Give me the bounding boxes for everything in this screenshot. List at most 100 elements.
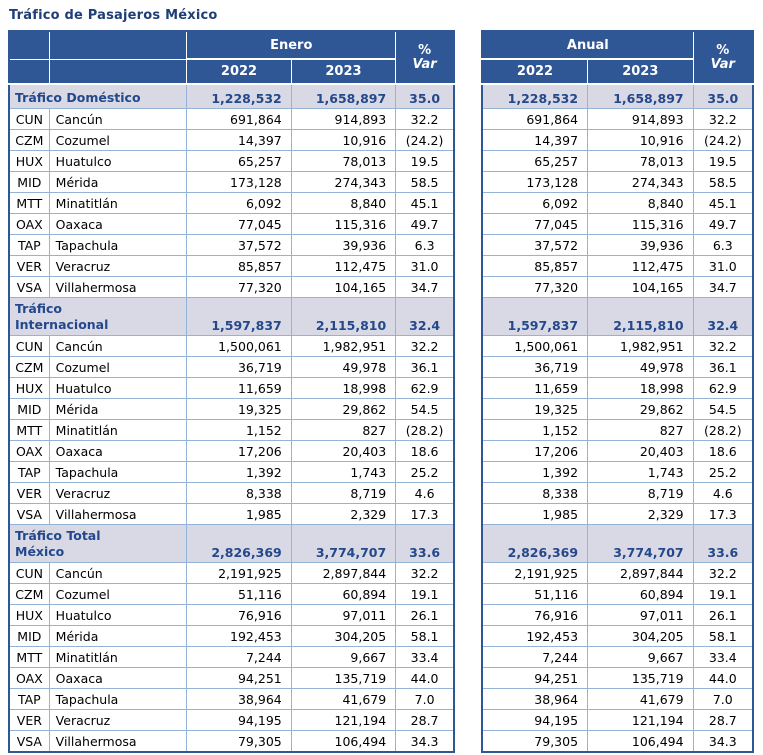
- enero-table-body: Tráfico Doméstico 1,228,532 1,658,897 35.0 C…: [8, 83, 455, 753]
- value-var: 36.1: [692, 356, 754, 378]
- var-label: Var: [412, 56, 437, 72]
- value-2023: 39,936: [290, 234, 397, 256]
- value-2022: 85,857: [481, 255, 589, 277]
- value-var: 54.5: [692, 398, 754, 420]
- percent-sign: %: [418, 42, 432, 58]
- airport-row: 94,251 135,719 44.0: [481, 667, 754, 689]
- value-2022: 51,116: [186, 583, 292, 605]
- section-total-row: 1,597,837 2,115,810 32.4: [481, 297, 754, 336]
- airport-row: 77,045 115,316 49.7: [481, 213, 754, 235]
- value-var: 34.3: [395, 730, 455, 753]
- value-2023: 9,667: [290, 646, 397, 668]
- airport-code: VER: [8, 482, 50, 504]
- airport-name: Mérida: [48, 171, 188, 193]
- airport-row: 11,659 18,998 62.9: [481, 377, 754, 399]
- value-2022: 2,191,925: [186, 562, 292, 584]
- value-var: 19.1: [395, 583, 455, 605]
- value-2023: 827: [587, 419, 694, 441]
- airport-row: CZM Cozumel 51,116 60,894 19.1: [8, 583, 455, 605]
- airport-row: MID Mérida 19,325 29,862 54.5: [8, 398, 455, 420]
- airport-name: Cozumel: [48, 583, 188, 605]
- airport-row: 7,244 9,667 33.4: [481, 646, 754, 668]
- section-total-var: 35.0: [692, 83, 754, 109]
- airport-name: Huatulco: [48, 377, 188, 399]
- value-var: 54.5: [395, 398, 455, 420]
- value-var: 6.3: [692, 234, 754, 256]
- value-2022: 17,206: [186, 440, 292, 462]
- section-total-var: 35.0: [395, 83, 455, 109]
- section-total-var: 32.4: [692, 297, 754, 336]
- percent-var-header: % Var: [692, 30, 754, 85]
- value-2023: 104,165: [587, 276, 694, 298]
- airport-name: Huatulco: [48, 604, 188, 626]
- var-label: Var: [710, 56, 735, 72]
- airport-row: 51,116 60,894 19.1: [481, 583, 754, 605]
- tables-wrap: Enero % Var 2022 2023 Tráfico Doméstico 1…: [8, 30, 755, 753]
- value-2022: 1,500,061: [186, 335, 292, 357]
- value-2022: 19,325: [481, 398, 589, 420]
- value-2022: 691,864: [186, 108, 292, 130]
- airport-code: CUN: [8, 562, 50, 584]
- section-total-2023: 2,115,810: [587, 297, 694, 336]
- value-2023: 41,679: [587, 688, 694, 710]
- airport-code: VSA: [8, 503, 50, 525]
- value-2022: 94,195: [186, 709, 292, 731]
- section-total-row: Tráfico Internacional 1,597,837 2,115,810 3…: [8, 297, 455, 336]
- value-var: 34.3: [692, 730, 754, 753]
- year-header-2022: 2022: [481, 58, 589, 85]
- airport-row: 36,719 49,978 36.1: [481, 356, 754, 378]
- airport-name: Villahermosa: [48, 730, 188, 753]
- value-var: 58.1: [395, 625, 455, 647]
- value-var: 32.2: [395, 108, 455, 130]
- airport-row: 6,092 8,840 45.1: [481, 192, 754, 214]
- value-2023: 97,011: [290, 604, 397, 626]
- section-total-row: Tráfico Total México 2,826,369 3,774,707 33…: [8, 524, 455, 563]
- airport-code: VSA: [8, 730, 50, 753]
- value-2023: 112,475: [587, 255, 694, 277]
- airport-row: VSA Villahermosa 79,305 106,494 34.3: [8, 730, 455, 753]
- value-var: 26.1: [395, 604, 455, 626]
- airport-name: Villahermosa: [48, 503, 188, 525]
- value-2023: 41,679: [290, 688, 397, 710]
- value-2023: 304,205: [290, 625, 397, 647]
- value-var: 18.6: [692, 440, 754, 462]
- section-total-2022: 1,228,532: [186, 83, 292, 109]
- section-total-var: 33.6: [692, 524, 754, 563]
- value-2022: 37,572: [481, 234, 589, 256]
- value-var: 45.1: [395, 192, 455, 214]
- airport-row: 77,320 104,165 34.7: [481, 276, 754, 298]
- airport-code: HUX: [8, 604, 50, 626]
- value-2022: 77,320: [186, 276, 292, 298]
- value-var: 58.5: [395, 171, 455, 193]
- section-total-row: 1,228,532 1,658,897 35.0: [481, 83, 754, 109]
- value-var: (28.2): [692, 419, 754, 441]
- value-2023: 274,343: [290, 171, 397, 193]
- value-var: 62.9: [692, 377, 754, 399]
- value-var: 32.2: [692, 335, 754, 357]
- airport-name: Minatitlán: [48, 646, 188, 668]
- airport-row: OAX Oaxaca 94,251 135,719 44.0: [8, 667, 455, 689]
- value-var: 7.0: [395, 688, 455, 710]
- value-2023: 121,194: [290, 709, 397, 731]
- airport-row: MTT Minatitlán 1,152 827 (28.2): [8, 419, 455, 441]
- value-2022: 7,244: [186, 646, 292, 668]
- airport-code: HUX: [8, 377, 50, 399]
- value-2022: 2,191,925: [481, 562, 589, 584]
- airport-code: MTT: [8, 646, 50, 668]
- value-2022: 14,397: [481, 129, 589, 151]
- value-2023: 78,013: [290, 150, 397, 172]
- value-var: 19.5: [692, 150, 754, 172]
- year-header-2023: 2023: [587, 58, 694, 85]
- value-2023: 1,982,951: [587, 335, 694, 357]
- value-var: 34.7: [692, 276, 754, 298]
- period-header-anual: Anual: [481, 30, 694, 60]
- airport-code: VER: [8, 255, 50, 277]
- value-2023: 8,840: [290, 192, 397, 214]
- airport-row: 1,392 1,743 25.2: [481, 461, 754, 483]
- airport-row: MTT Minatitlán 7,244 9,667 33.4: [8, 646, 455, 668]
- value-2023: 135,719: [587, 667, 694, 689]
- value-2023: 60,894: [290, 583, 397, 605]
- value-var: 58.1: [692, 625, 754, 647]
- value-var: 34.7: [395, 276, 455, 298]
